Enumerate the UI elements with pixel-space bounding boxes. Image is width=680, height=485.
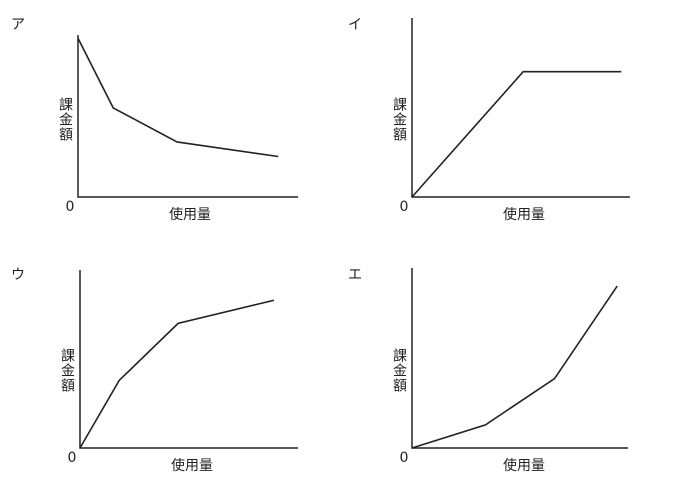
y-axis-label: 課金額 [391, 97, 407, 142]
line-series [79, 299, 275, 449]
panel-title: ウ [11, 267, 25, 283]
y-tick-label: 0 [400, 199, 409, 215]
x-axis-label: 使用量 [503, 206, 545, 223]
y-tick-label: 0 [66, 199, 75, 215]
axes [79, 270, 298, 449]
y-tick-label: 0 [400, 450, 409, 466]
axes [411, 18, 630, 198]
y-axis-label: 課金額 [59, 348, 75, 393]
x-axis-label: 使用量 [169, 206, 211, 223]
x-axis-label: 使用量 [503, 457, 545, 474]
line-series [77, 37, 279, 158]
panel-title: エ [348, 267, 362, 283]
y-tick-label: 0 [68, 450, 77, 466]
line-series [411, 70, 622, 198]
axes [411, 268, 628, 449]
axes [77, 35, 298, 198]
panel-title: ア [11, 17, 25, 33]
y-axis-label: 課金額 [391, 348, 407, 393]
y-axis-label: 課金額 [57, 97, 73, 142]
panel-title: イ [348, 17, 362, 33]
x-axis-label: 使用量 [171, 457, 213, 474]
line-series [411, 285, 618, 449]
